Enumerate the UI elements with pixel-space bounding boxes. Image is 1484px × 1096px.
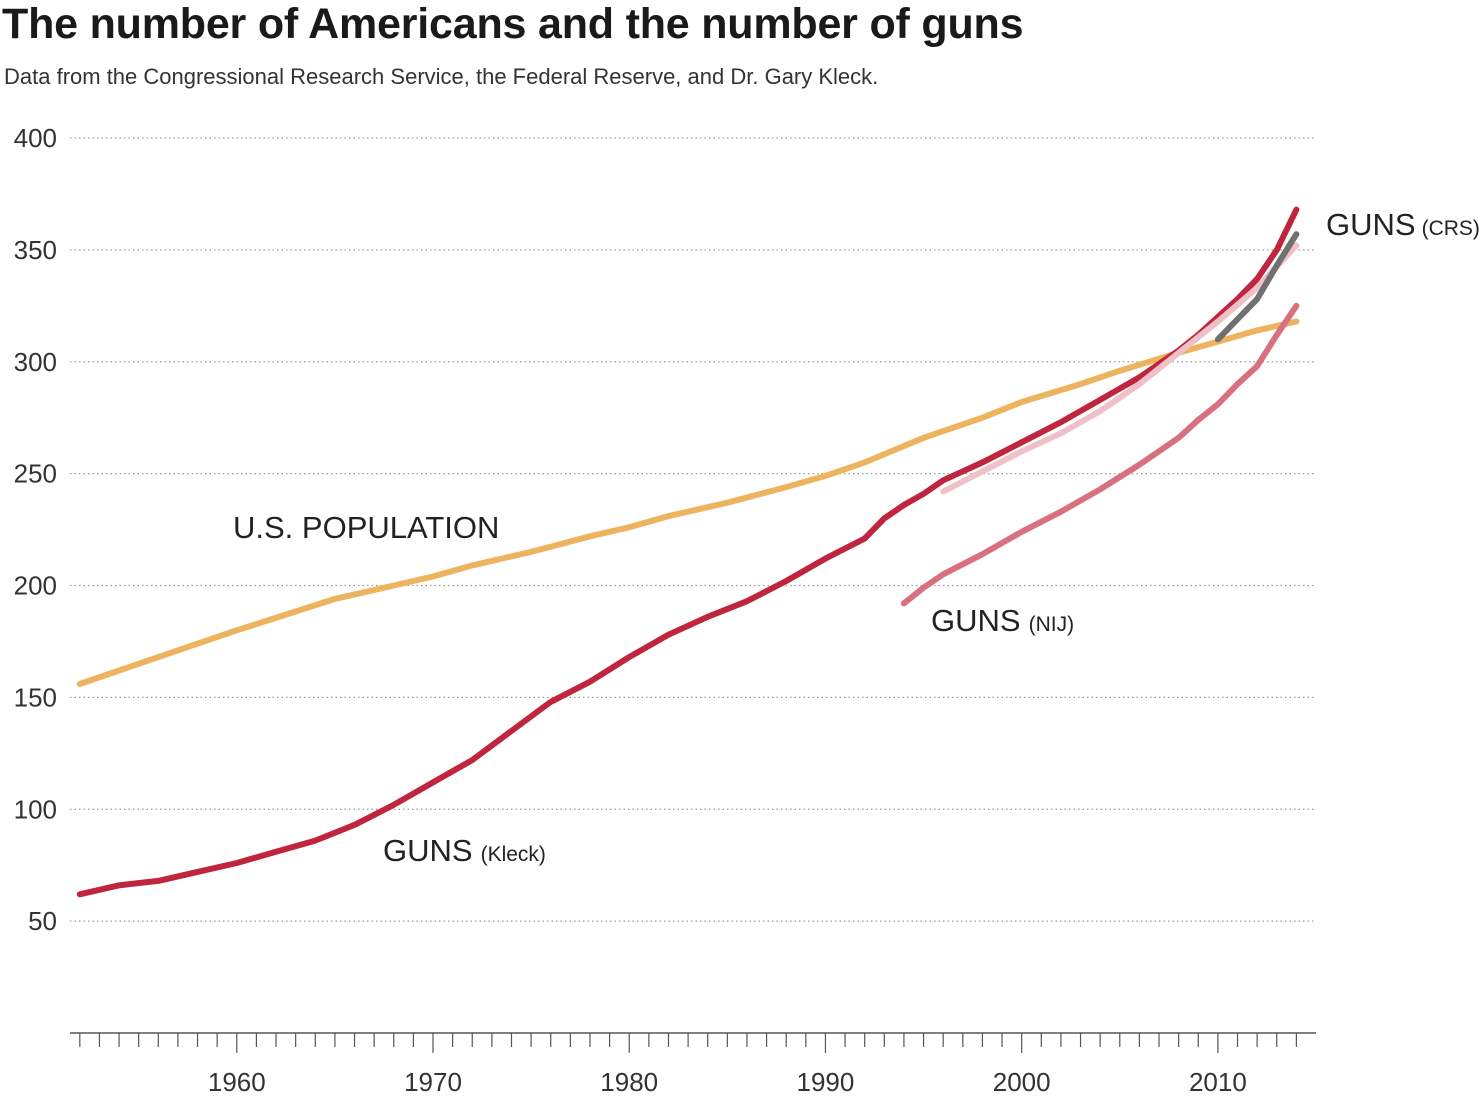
y-tick-label: 250	[14, 459, 57, 489]
label-guns-kleck: GUNS (Kleck)	[383, 833, 546, 868]
y-axis-ticks: 50 100 150 200 250 300 350 400	[14, 123, 57, 936]
label-guns-nij: GUNS (NIJ)	[931, 603, 1074, 638]
label-guns-kleck-main: GUNS	[383, 833, 473, 868]
label-guns-nij-main: GUNS	[931, 603, 1021, 638]
x-tick-label: 1990	[797, 1067, 855, 1096]
y-tick-label: 50	[28, 906, 57, 936]
series-line-guns-kleck	[76, 206, 1300, 898]
y-tick-label: 400	[14, 123, 57, 153]
y-tick-label: 200	[14, 571, 57, 601]
y-tick-label: 350	[14, 235, 57, 265]
x-tick-label: 2000	[993, 1067, 1051, 1096]
series-lines	[76, 206, 1300, 898]
chart-subtitle: Data from the Congressional Research Ser…	[4, 64, 879, 89]
y-tick-label: 300	[14, 347, 57, 377]
x-tick-label: 1980	[600, 1067, 658, 1096]
series-labels: U.S. POPULATION GUNS (Kleck) GUNS (NIJ) GU…	[233, 207, 1480, 868]
chart-title: The number of Americans and the number o…	[2, 0, 1024, 48]
label-guns-kleck-sub: (Kleck)	[481, 843, 546, 866]
label-guns-crs: GUNS (CRS)	[1326, 207, 1480, 242]
x-axis: 1960 1970 1980 1990 2000 2010	[70, 1032, 1316, 1096]
label-us-population: U.S. POPULATION	[233, 510, 499, 545]
y-tick-label: 100	[14, 794, 57, 824]
x-tick-label: 1960	[208, 1067, 266, 1096]
series-line-u-s-population	[76, 318, 1300, 687]
label-guns-nij-sub: (NIJ)	[1029, 613, 1075, 636]
label-guns-crs-main: GUNS	[1326, 207, 1416, 242]
x-tick-label: 2010	[1189, 1067, 1247, 1096]
series-line-guns-crs-recent	[1214, 231, 1300, 343]
gridlines	[70, 137, 1316, 922]
x-tick-label: 1970	[404, 1067, 462, 1096]
series-line-guns-crs	[940, 242, 1300, 495]
series-line-guns-nij	[900, 302, 1300, 607]
y-tick-label: 150	[14, 682, 57, 712]
label-guns-crs-sub: (CRS)	[1422, 217, 1480, 240]
